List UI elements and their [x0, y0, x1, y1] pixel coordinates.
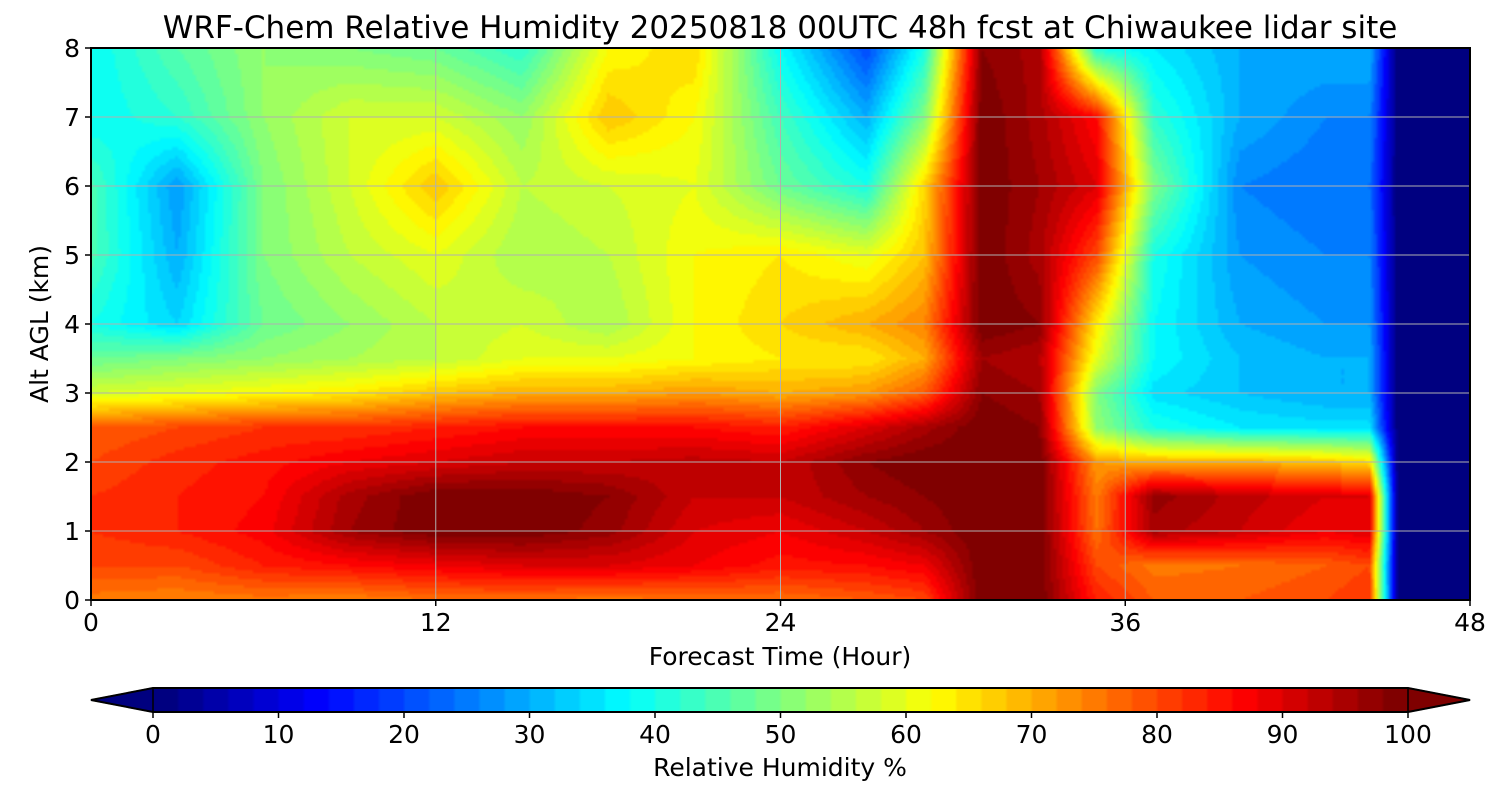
colorbar-extend-max — [1407, 687, 1471, 713]
y-tick-label: 3 — [64, 379, 80, 408]
chart-title: WRF-Chem Relative Humidity 20250818 00UT… — [163, 10, 1398, 46]
x-tick-label: 0 — [83, 608, 99, 637]
x-tick-label: 12 — [420, 608, 452, 637]
colorbar-tick-label: 100 — [1384, 720, 1432, 749]
y-axis: 0 1 2 3 4 5 6 7 8 — [64, 34, 91, 615]
colorbar-tick-label: 70 — [1016, 720, 1048, 749]
x-axis-label: Forecast Time (Hour) — [649, 642, 912, 671]
y-tick-label: 5 — [64, 241, 80, 270]
y-tick-label: 8 — [64, 34, 80, 63]
y-axis-label: Alt AGL (km) — [25, 245, 54, 403]
x-axis: 0 12 24 36 48 — [83, 600, 1486, 637]
colorbar-tick-label: 10 — [263, 720, 295, 749]
colorbar-tick-label: 90 — [1267, 720, 1299, 749]
y-tick-label: 2 — [64, 448, 80, 477]
colorbar-gradient — [153, 688, 1408, 712]
x-tick-label: 36 — [1109, 608, 1141, 637]
y-tick-label: 4 — [64, 310, 80, 339]
x-tick-label: 24 — [765, 608, 797, 637]
y-tick-label: 0 — [64, 586, 80, 615]
colorbar-tick-label: 20 — [388, 720, 420, 749]
colorbar-extend-min — [90, 687, 154, 713]
colorbar-tick-label: 80 — [1141, 720, 1173, 749]
x-tick-label: 48 — [1454, 608, 1486, 637]
colorbar-ticks: 0 10 20 30 40 50 60 70 80 90 100 — [145, 712, 1432, 749]
colorbar-tick-label: 40 — [639, 720, 671, 749]
colorbar-tick-label: 60 — [890, 720, 922, 749]
y-tick-label: 7 — [64, 103, 80, 132]
colorbar: 0 10 20 30 40 50 60 70 80 90 100 Relative Humidity… — [90, 687, 1471, 782]
y-tick-label: 1 — [64, 517, 80, 546]
y-tick-label: 6 — [64, 172, 80, 201]
colorbar-tick-label: 30 — [514, 720, 546, 749]
colorbar-tick-label: 0 — [145, 720, 161, 749]
colorbar-tick-label: 50 — [765, 720, 797, 749]
colorbar-label: Relative Humidity % — [653, 753, 907, 782]
